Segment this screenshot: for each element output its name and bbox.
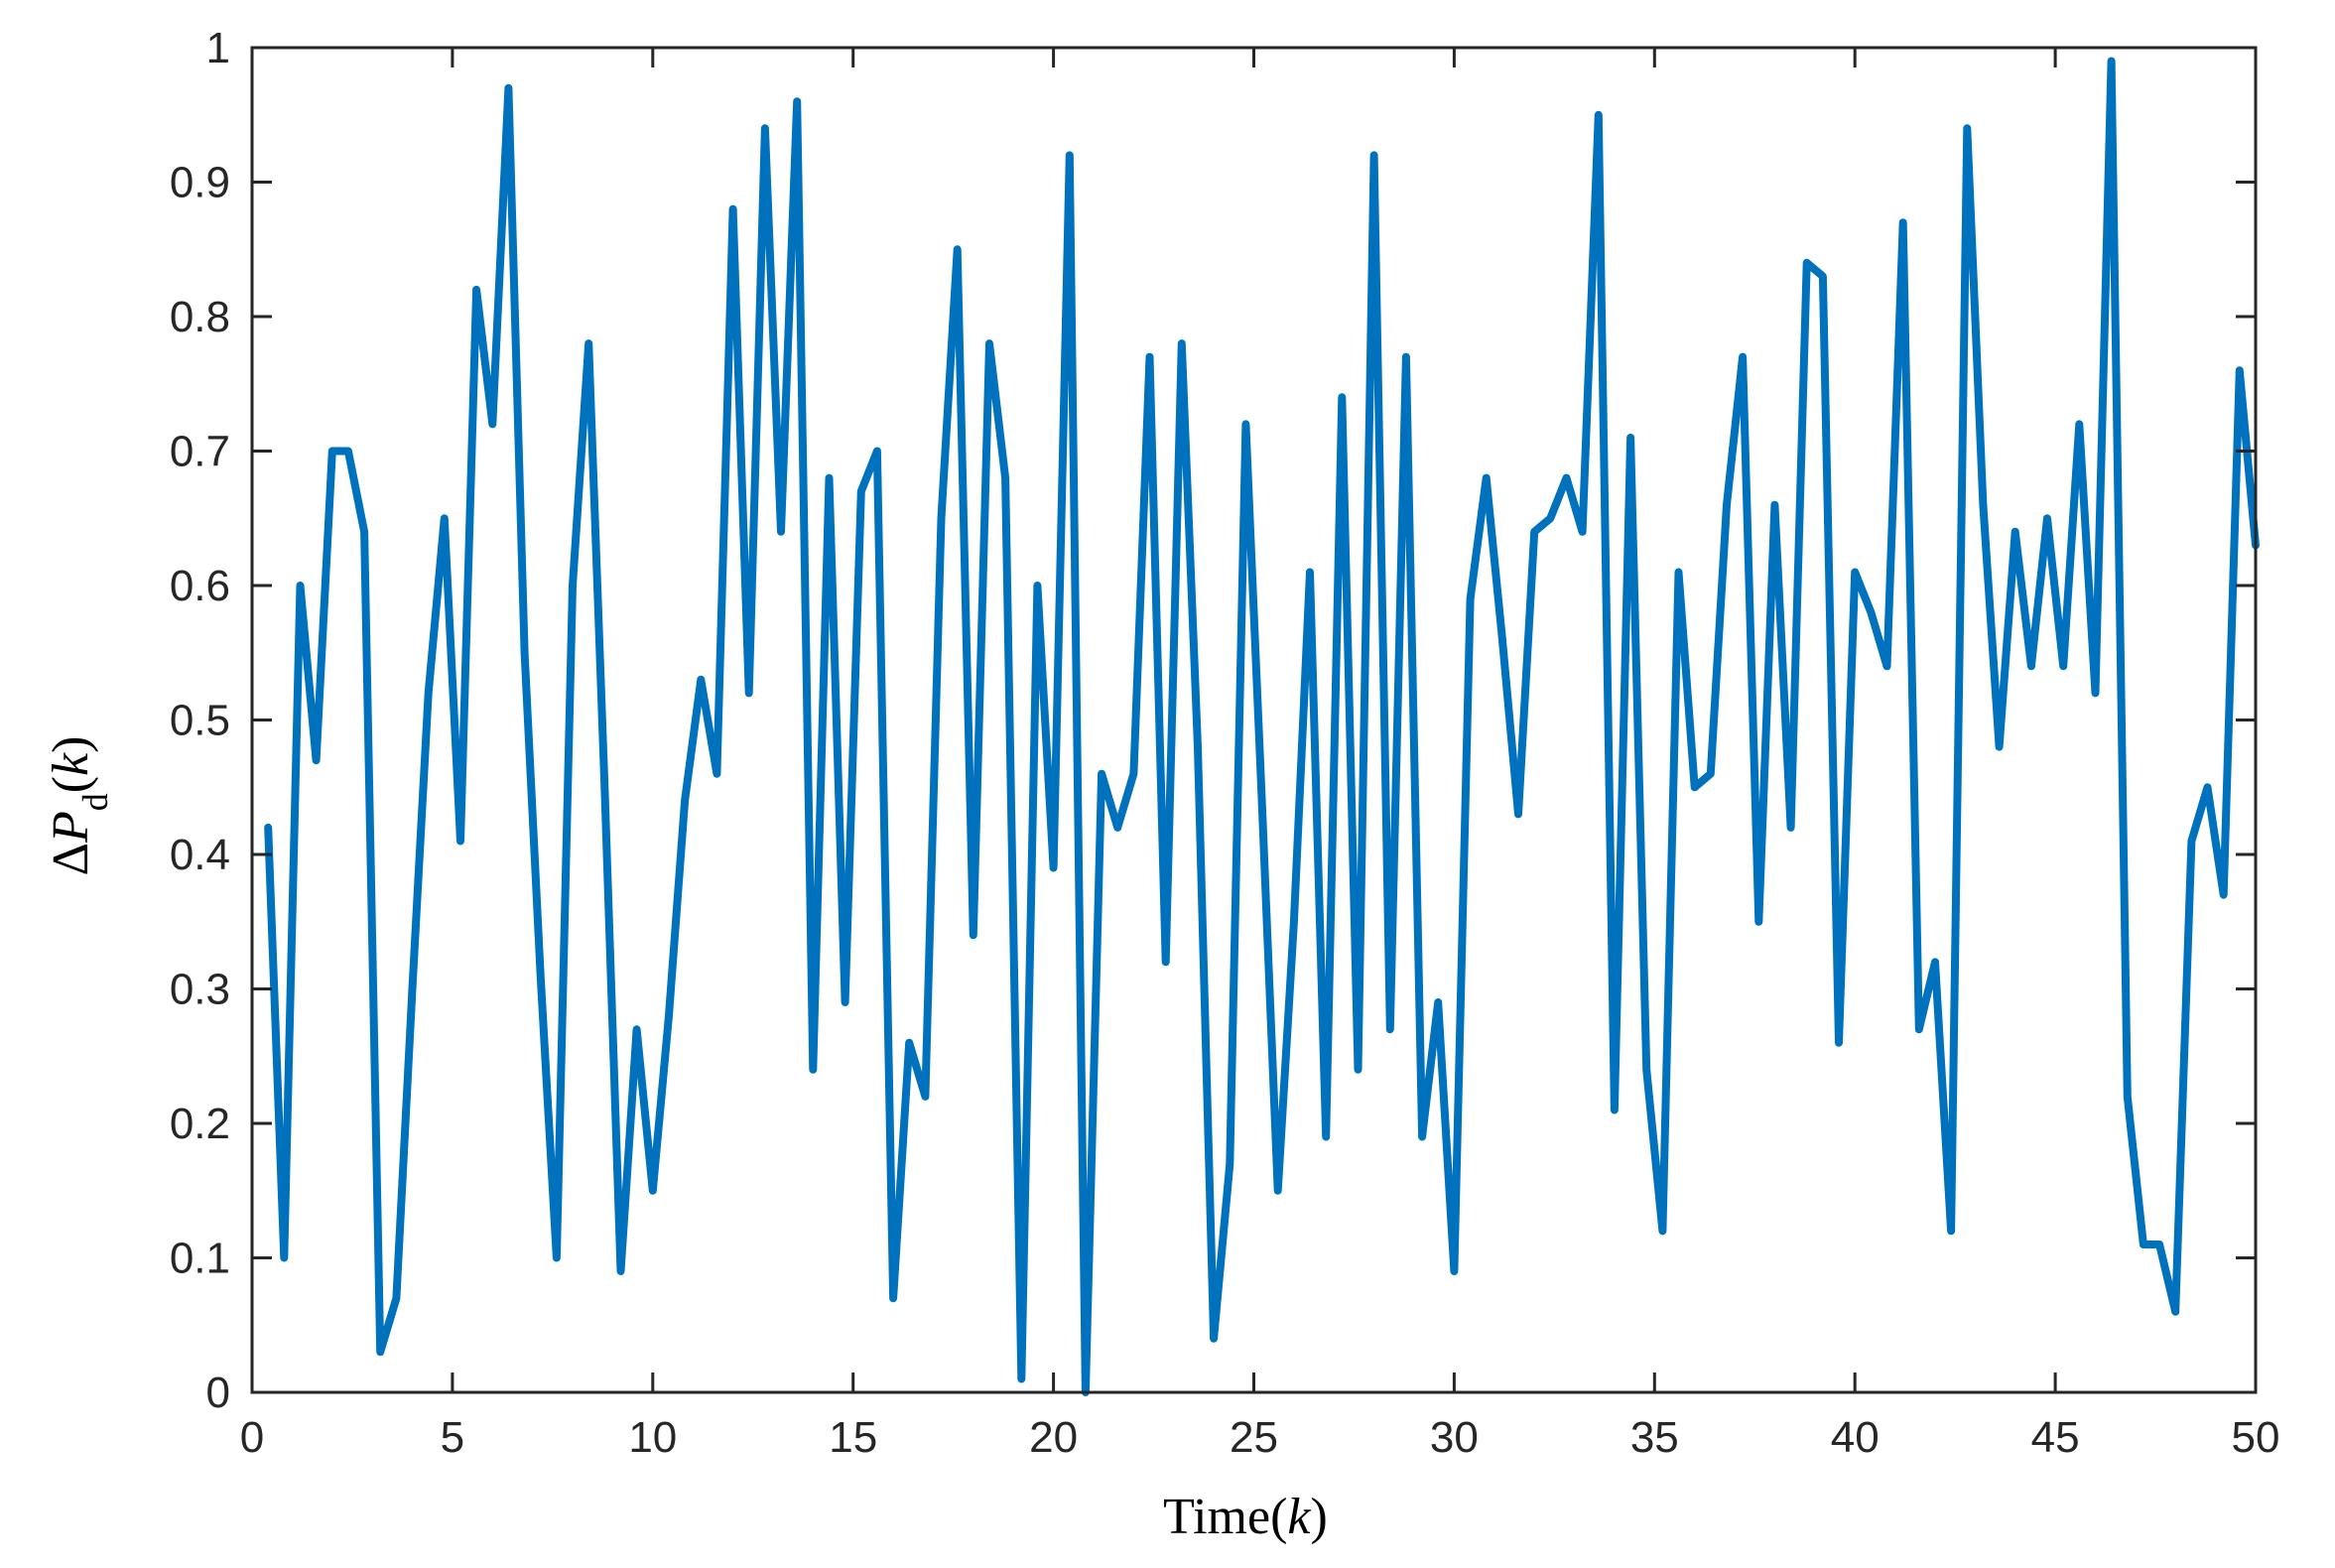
x-tick-label: 20 — [1029, 1413, 1078, 1462]
y-axis-title: ΔPd(k) — [43, 736, 115, 876]
y-tick-label: 0.4 — [170, 831, 230, 879]
x-tick-label: 45 — [2031, 1413, 2080, 1462]
y-tick-label: 0 — [206, 1369, 230, 1417]
y-tick-label: 0.8 — [170, 293, 230, 341]
y-tick-label: 0.6 — [170, 562, 230, 610]
x-tick-label: 0 — [240, 1413, 264, 1462]
x-axis-title: Time(k) — [1163, 1489, 1328, 1545]
y-tick-label: 0.3 — [170, 966, 230, 1014]
y-tick-label: 0.1 — [170, 1235, 230, 1283]
y-tick-label: 0.9 — [170, 159, 230, 207]
labels-layer: 0 5 10 15 20 25 30 35 40 45 50 0 0.1 0.2 0.3 0.4 0.5 0.6 0… — [170, 24, 2280, 1462]
x-tick-label: 15 — [829, 1413, 877, 1462]
x-tick-label: 5 — [441, 1413, 464, 1462]
y-tick-label: 1 — [206, 24, 230, 72]
plot-background — [252, 48, 2256, 1392]
y-tick-label: 0.2 — [170, 1100, 230, 1148]
x-tick-label: 30 — [1430, 1413, 1479, 1462]
y-tick-label: 0.7 — [170, 428, 230, 476]
y-axis-title-group: ΔPd(k) — [43, 736, 115, 876]
x-tick-label: 25 — [1230, 1413, 1278, 1462]
axes-layer — [250, 46, 2258, 1394]
x-tick-label: 35 — [1630, 1413, 1679, 1462]
series-layer — [264, 57, 2260, 1396]
y-tick-label: 0.5 — [170, 697, 230, 745]
plot-area — [252, 48, 2256, 1392]
x-tick-label: 50 — [2232, 1413, 2280, 1462]
series-line-0 — [264, 57, 2260, 1396]
x-tick-label: 40 — [1831, 1413, 1880, 1462]
x-tick-label: 10 — [628, 1413, 677, 1462]
